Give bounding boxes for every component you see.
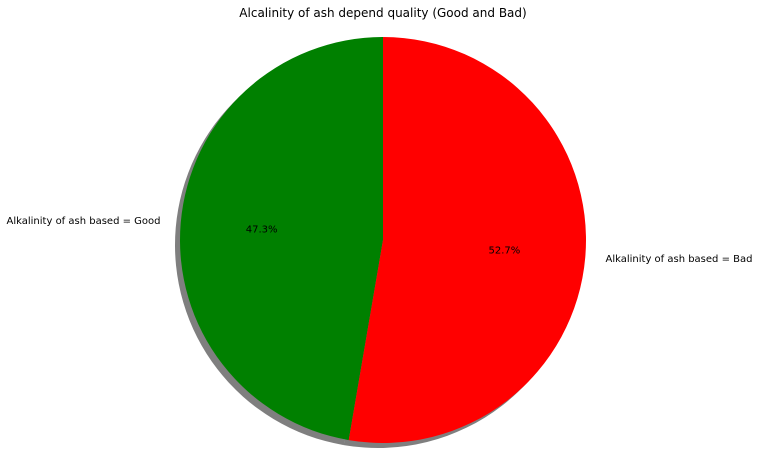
pie-labels: Alkalinity of ash based = Good 47.3% Alkal… xyxy=(7,216,753,265)
slice-percent-good: 47.3% xyxy=(246,225,278,236)
slice-label-good: Alkalinity of ash based = Good xyxy=(7,216,161,227)
slice-percent-bad: 52.7% xyxy=(488,245,520,256)
pie-slice-bad xyxy=(348,37,587,444)
pie-slice-good xyxy=(180,37,383,441)
chart-title: Alcalinity of ash depend quality (Good a… xyxy=(239,6,526,20)
slice-label-bad: Alkalinity of ash based = Bad xyxy=(605,254,752,265)
pie-slices xyxy=(180,37,587,444)
